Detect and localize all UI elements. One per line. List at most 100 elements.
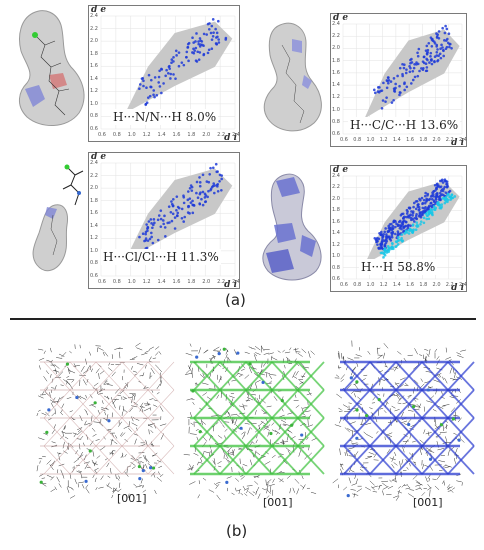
y-tick-label: 1.0 <box>90 100 98 107</box>
y-tick-label: 1.4 <box>90 75 98 82</box>
y-tick-label: 1.8 <box>90 197 98 204</box>
y-tick-label: 1.0 <box>90 247 98 254</box>
y-tick-label: 1.8 <box>332 57 340 64</box>
crystal-packing-view-2 <box>183 343 325 501</box>
crystal-packing-view-3 <box>332 340 475 501</box>
x-tick-label: 1.6 <box>406 137 415 143</box>
y-tick-label: 2.2 <box>90 172 98 179</box>
x-tick-label: 1.2 <box>379 282 388 288</box>
x-tick-label: 2.4 <box>459 282 467 288</box>
x-tick-label: 1.4 <box>157 279 166 285</box>
x-tick-label: 1.0 <box>366 282 375 288</box>
y-axis-letter: d e <box>91 152 107 162</box>
x-tick-label: 0.8 <box>353 282 362 288</box>
x-tick-label: 1.4 <box>157 132 166 138</box>
y-tick-label: 1.6 <box>332 69 340 76</box>
panel-divider <box>10 318 476 320</box>
x-tick-label: 1.2 <box>142 279 151 285</box>
x-tick-label: 0.6 <box>98 132 106 138</box>
y-axis-letter: d e <box>91 5 107 15</box>
y-tick-label: 1.6 <box>90 63 98 70</box>
x-tick-label: 1.8 <box>187 279 196 285</box>
y-tick-label: 1.2 <box>90 88 98 95</box>
x-tick-label: 2.0 <box>432 137 441 143</box>
x-tick-label: 1.0 <box>366 137 375 143</box>
x-tick-label: 1.6 <box>172 279 181 285</box>
hirshfeld-surface-1 <box>19 10 85 127</box>
y-tick-label: 2.0 <box>332 45 340 52</box>
contact-percentage-label: H···N/N···H 8.0% <box>111 109 219 125</box>
y-tick-label: 2.4 <box>90 160 98 166</box>
panel-b-caption: (b) <box>226 522 248 540</box>
y-tick-label: 2.4 <box>332 173 340 179</box>
y-axis-letter: d e <box>333 13 349 23</box>
y-tick-label: 2.0 <box>90 38 98 45</box>
x-tick-label: 2.2 <box>445 282 454 288</box>
y-tick-label: 2.2 <box>332 184 340 191</box>
x-tick-label: 2.4 <box>232 132 240 138</box>
x-axis-letter: d i <box>224 133 237 143</box>
x-tick-label: 1.8 <box>187 132 196 138</box>
y-tick-label: 0.6 <box>90 126 98 132</box>
x-tick-label: 2.2 <box>217 132 226 138</box>
contact-percentage-label: H···H 58.8% <box>359 259 438 275</box>
y-tick-label: 2.0 <box>332 195 340 202</box>
y-tick-label: 2.4 <box>332 21 340 27</box>
x-tick-label: 0.6 <box>98 279 106 285</box>
y-tick-label: 1.6 <box>90 210 98 217</box>
x-tick-label: 1.8 <box>419 137 428 143</box>
x-tick-label: 2.0 <box>432 282 441 288</box>
y-tick-label: 1.6 <box>332 218 340 225</box>
view-direction-label: [001] <box>263 496 293 509</box>
y-tick-label: 2.0 <box>90 185 98 192</box>
x-tick-label: 1.8 <box>419 282 428 288</box>
y-tick-label: 0.8 <box>332 264 340 271</box>
x-tick-label: 1.6 <box>172 132 181 138</box>
x-tick-label: 0.8 <box>112 279 121 285</box>
x-tick-label: 2.0 <box>202 132 211 138</box>
x-tick-label: 1.2 <box>142 132 151 138</box>
y-tick-label: 0.8 <box>332 118 340 125</box>
y-tick-label: 2.4 <box>90 13 98 19</box>
y-tick-label: 0.6 <box>90 273 98 279</box>
x-tick-label: 0.8 <box>112 132 121 138</box>
y-tick-label: 1.8 <box>332 207 340 214</box>
panel-a-caption: (a) <box>225 291 246 309</box>
hirshfeld-surface-4 <box>262 173 322 281</box>
x-tick-label: 2.4 <box>232 279 240 285</box>
x-tick-label: 1.2 <box>379 137 388 143</box>
fingerprint-scatter <box>342 23 463 135</box>
hirshfeld-surface-3 <box>32 164 84 272</box>
y-tick-label: 1.2 <box>90 235 98 242</box>
x-tick-label: 2.4 <box>459 137 467 143</box>
x-tick-label: 0.8 <box>353 137 362 143</box>
y-tick-label: 2.2 <box>332 33 340 40</box>
y-tick-label: 0.8 <box>90 260 98 267</box>
y-tick-label: 1.2 <box>332 94 340 101</box>
x-tick-label: 1.0 <box>127 279 136 285</box>
x-tick-label: 0.6 <box>340 282 348 288</box>
x-tick-label: 1.4 <box>392 282 401 288</box>
x-axis-letter: d i <box>451 138 464 148</box>
y-tick-label: 2.2 <box>90 25 98 32</box>
fingerprint-scatter <box>342 175 463 280</box>
view-direction-label: [001] <box>117 492 147 505</box>
x-tick-label: 1.6 <box>406 282 415 288</box>
y-tick-label: 1.0 <box>332 253 340 260</box>
contact-percentage-label: H···C/C···H 13.6% <box>348 117 461 133</box>
y-tick-label: 1.8 <box>90 50 98 57</box>
x-tick-label: 2.2 <box>445 137 454 143</box>
y-tick-label: 0.8 <box>90 113 98 120</box>
y-tick-label: 1.4 <box>332 82 340 89</box>
x-tick-label: 0.6 <box>340 137 348 143</box>
x-axis-letter: d i <box>224 280 237 290</box>
x-tick-label: 1.0 <box>127 132 136 138</box>
hirshfeld-surface-2 <box>263 22 322 132</box>
y-axis-letter: d e <box>333 165 349 175</box>
contact-percentage-label: H···Cl/Cl···H 11.3% <box>101 249 221 265</box>
y-tick-label: 1.4 <box>332 230 340 237</box>
